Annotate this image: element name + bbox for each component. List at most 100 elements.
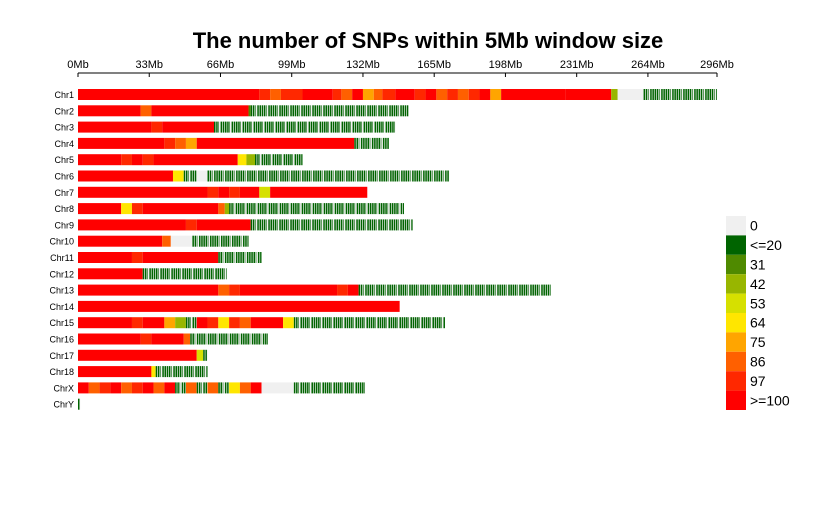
- segment-stripe: [304, 121, 306, 133]
- segment-stripe: [231, 121, 234, 133]
- segment: [352, 89, 363, 100]
- segment-stripe: [317, 203, 319, 215]
- segment-stripe: [225, 333, 227, 345]
- segment-stripe: [415, 284, 418, 296]
- segment-stripe: [220, 121, 223, 133]
- segment-stripe: [78, 398, 80, 410]
- segment-stripe: [218, 333, 221, 345]
- segment-stripe: [377, 317, 379, 329]
- segment: [121, 154, 132, 166]
- segment: [185, 382, 197, 394]
- segment: [110, 382, 122, 394]
- segment-stripe: [330, 170, 333, 182]
- segment-stripe: [229, 170, 232, 182]
- segment-stripe: [217, 268, 220, 280]
- segment: [250, 382, 262, 394]
- segment-stripe: [263, 154, 266, 166]
- segment-stripe: [280, 170, 282, 182]
- segment-stripe: [283, 219, 286, 231]
- segment: [239, 186, 260, 198]
- segment-stripe: [158, 268, 159, 280]
- segment-stripe: [492, 284, 495, 296]
- segment-stripe: [389, 219, 391, 231]
- segment-stripe: [312, 203, 315, 215]
- chromosome-rows: Chr1 Chr2 Chr3 Chr4 Chr5 Chr6 Chr7 Chr8 Chr9 Chr1…: [49, 89, 717, 410]
- chromosome-row: Chr10: [49, 235, 249, 247]
- segment-sparse-bg: [354, 137, 389, 149]
- segment-stripe: [193, 366, 194, 378]
- segment-stripe: [348, 382, 351, 394]
- segment-stripe: [659, 89, 660, 100]
- segment-stripe: [328, 170, 331, 182]
- segment-stripe: [519, 284, 521, 296]
- segment-stripe: [346, 170, 348, 182]
- segment-stripe: [365, 170, 367, 182]
- segment-stripe: [499, 284, 501, 296]
- segment-stripe: [322, 382, 324, 394]
- segment-stripe: [355, 317, 357, 329]
- segment: [78, 137, 165, 149]
- segment-stripe: [360, 105, 363, 117]
- segment-stripe: [336, 105, 339, 117]
- segment-stripe: [258, 333, 260, 345]
- segment-stripe: [240, 235, 242, 247]
- segment-stripe: [255, 219, 256, 231]
- segment-stripe: [224, 252, 227, 263]
- segment-stripe: [370, 317, 373, 329]
- segment: [142, 382, 154, 394]
- segment-stripe: [403, 170, 405, 182]
- segment-stripe: [271, 121, 273, 133]
- segment: [280, 89, 303, 100]
- segment-stripe: [432, 317, 434, 329]
- segment-stripe: [231, 203, 233, 215]
- segment-stripe: [319, 121, 322, 133]
- segment-stripe: [331, 382, 332, 394]
- segment-stripe: [313, 121, 315, 133]
- segment-stripe: [201, 382, 202, 394]
- segment-stripe: [190, 317, 191, 329]
- x-axis: 0Mb 33Mb 66Mb 99Mb 132Mb 165Mb 198Mb 231Mb 264Mb…: [67, 59, 734, 77]
- segment-stripe: [353, 382, 354, 394]
- segment: [185, 219, 197, 231]
- segment-stripe: [184, 366, 186, 378]
- segment-stripe: [313, 170, 315, 182]
- segment-stripe: [341, 170, 344, 182]
- segment-stripe: [347, 203, 350, 215]
- segment-stripe: [301, 219, 303, 231]
- segment-stripe: [288, 170, 290, 182]
- legend-swatch: [726, 332, 746, 352]
- legend-swatch: [726, 274, 746, 294]
- segment-stripe: [293, 170, 295, 182]
- segment: [436, 89, 448, 100]
- segment-stripe: [385, 203, 387, 215]
- segment-stripe: [404, 284, 407, 296]
- segment: [175, 317, 186, 329]
- segment-stripe: [263, 105, 266, 117]
- segment-stripe: [191, 268, 192, 280]
- segment-stripe: [412, 170, 414, 182]
- segment: [131, 317, 143, 329]
- segment-stripe: [284, 170, 287, 182]
- segment: [207, 186, 219, 198]
- segment-stripe: [188, 366, 191, 378]
- segment-stripe: [303, 105, 306, 117]
- segment-stripe: [716, 89, 717, 100]
- segment-stripe: [393, 219, 396, 231]
- segment: [78, 186, 208, 198]
- segment-stripe: [497, 284, 499, 296]
- segment-stripe: [259, 105, 262, 117]
- segment-stripe: [314, 219, 317, 231]
- segment-stripe: [394, 170, 397, 182]
- segment-stripe: [270, 203, 273, 215]
- segment-stripe: [195, 268, 198, 280]
- segment-stripe: [358, 203, 361, 215]
- segment-stripe: [371, 284, 374, 296]
- segment-sparse-bg: [185, 317, 197, 329]
- chromosome-label: Chr8: [54, 204, 74, 214]
- segment-stripe: [645, 89, 648, 100]
- segment-stripe: [299, 170, 301, 182]
- segment-stripe: [349, 219, 352, 231]
- segment-stripe: [312, 105, 314, 117]
- segment-stripe: [357, 317, 360, 329]
- segment-stripe: [335, 317, 338, 329]
